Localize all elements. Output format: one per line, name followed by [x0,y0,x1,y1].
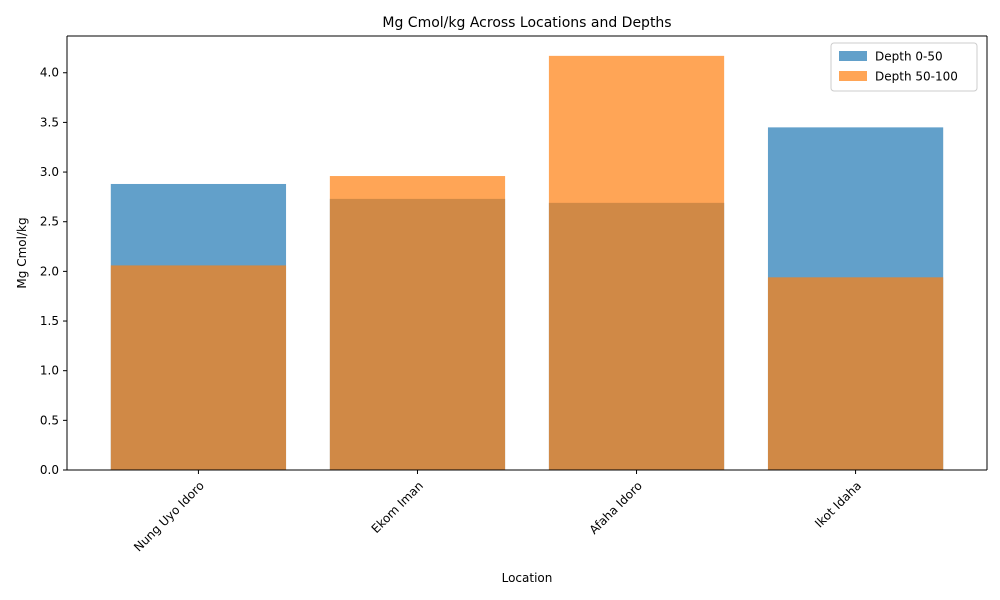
legend-label-series1: Depth 0-50 [875,50,943,64]
x-axis-label: Location [502,571,553,585]
y-axis-label: Mg Cmol/kg [15,217,29,288]
y-tick-label: 2.0 [40,264,59,278]
bar-series2-nung-uyo-idoro [110,265,287,470]
y-tick-label: 3.5 [40,115,59,129]
y-tick-label: 1.0 [40,364,59,378]
legend-swatch-series1 [839,51,867,61]
legend-label-series2: Depth 50-100 [875,70,958,84]
y-tick-label: 0.5 [40,413,59,427]
legend: Depth 0-50 Depth 50-100 [830,42,978,92]
legend-swatch-series2 [839,71,867,81]
bars-layer [110,55,944,471]
y-tick-label: 4.0 [40,66,59,80]
chart-title: Mg Cmol/kg Across Locations and Depths [382,15,671,31]
y-tick-label: 2.5 [40,215,59,229]
y-tick-label: 1.5 [40,314,59,328]
y-tick-label: 3.0 [40,165,59,179]
y-tick-label: 0.0 [40,463,59,477]
legend-box [830,42,978,92]
bar-series2-afaha-idoro [548,55,725,470]
bar-series2-ekom-iman [329,176,506,470]
bar-series2-ikot-idaha [767,277,944,470]
